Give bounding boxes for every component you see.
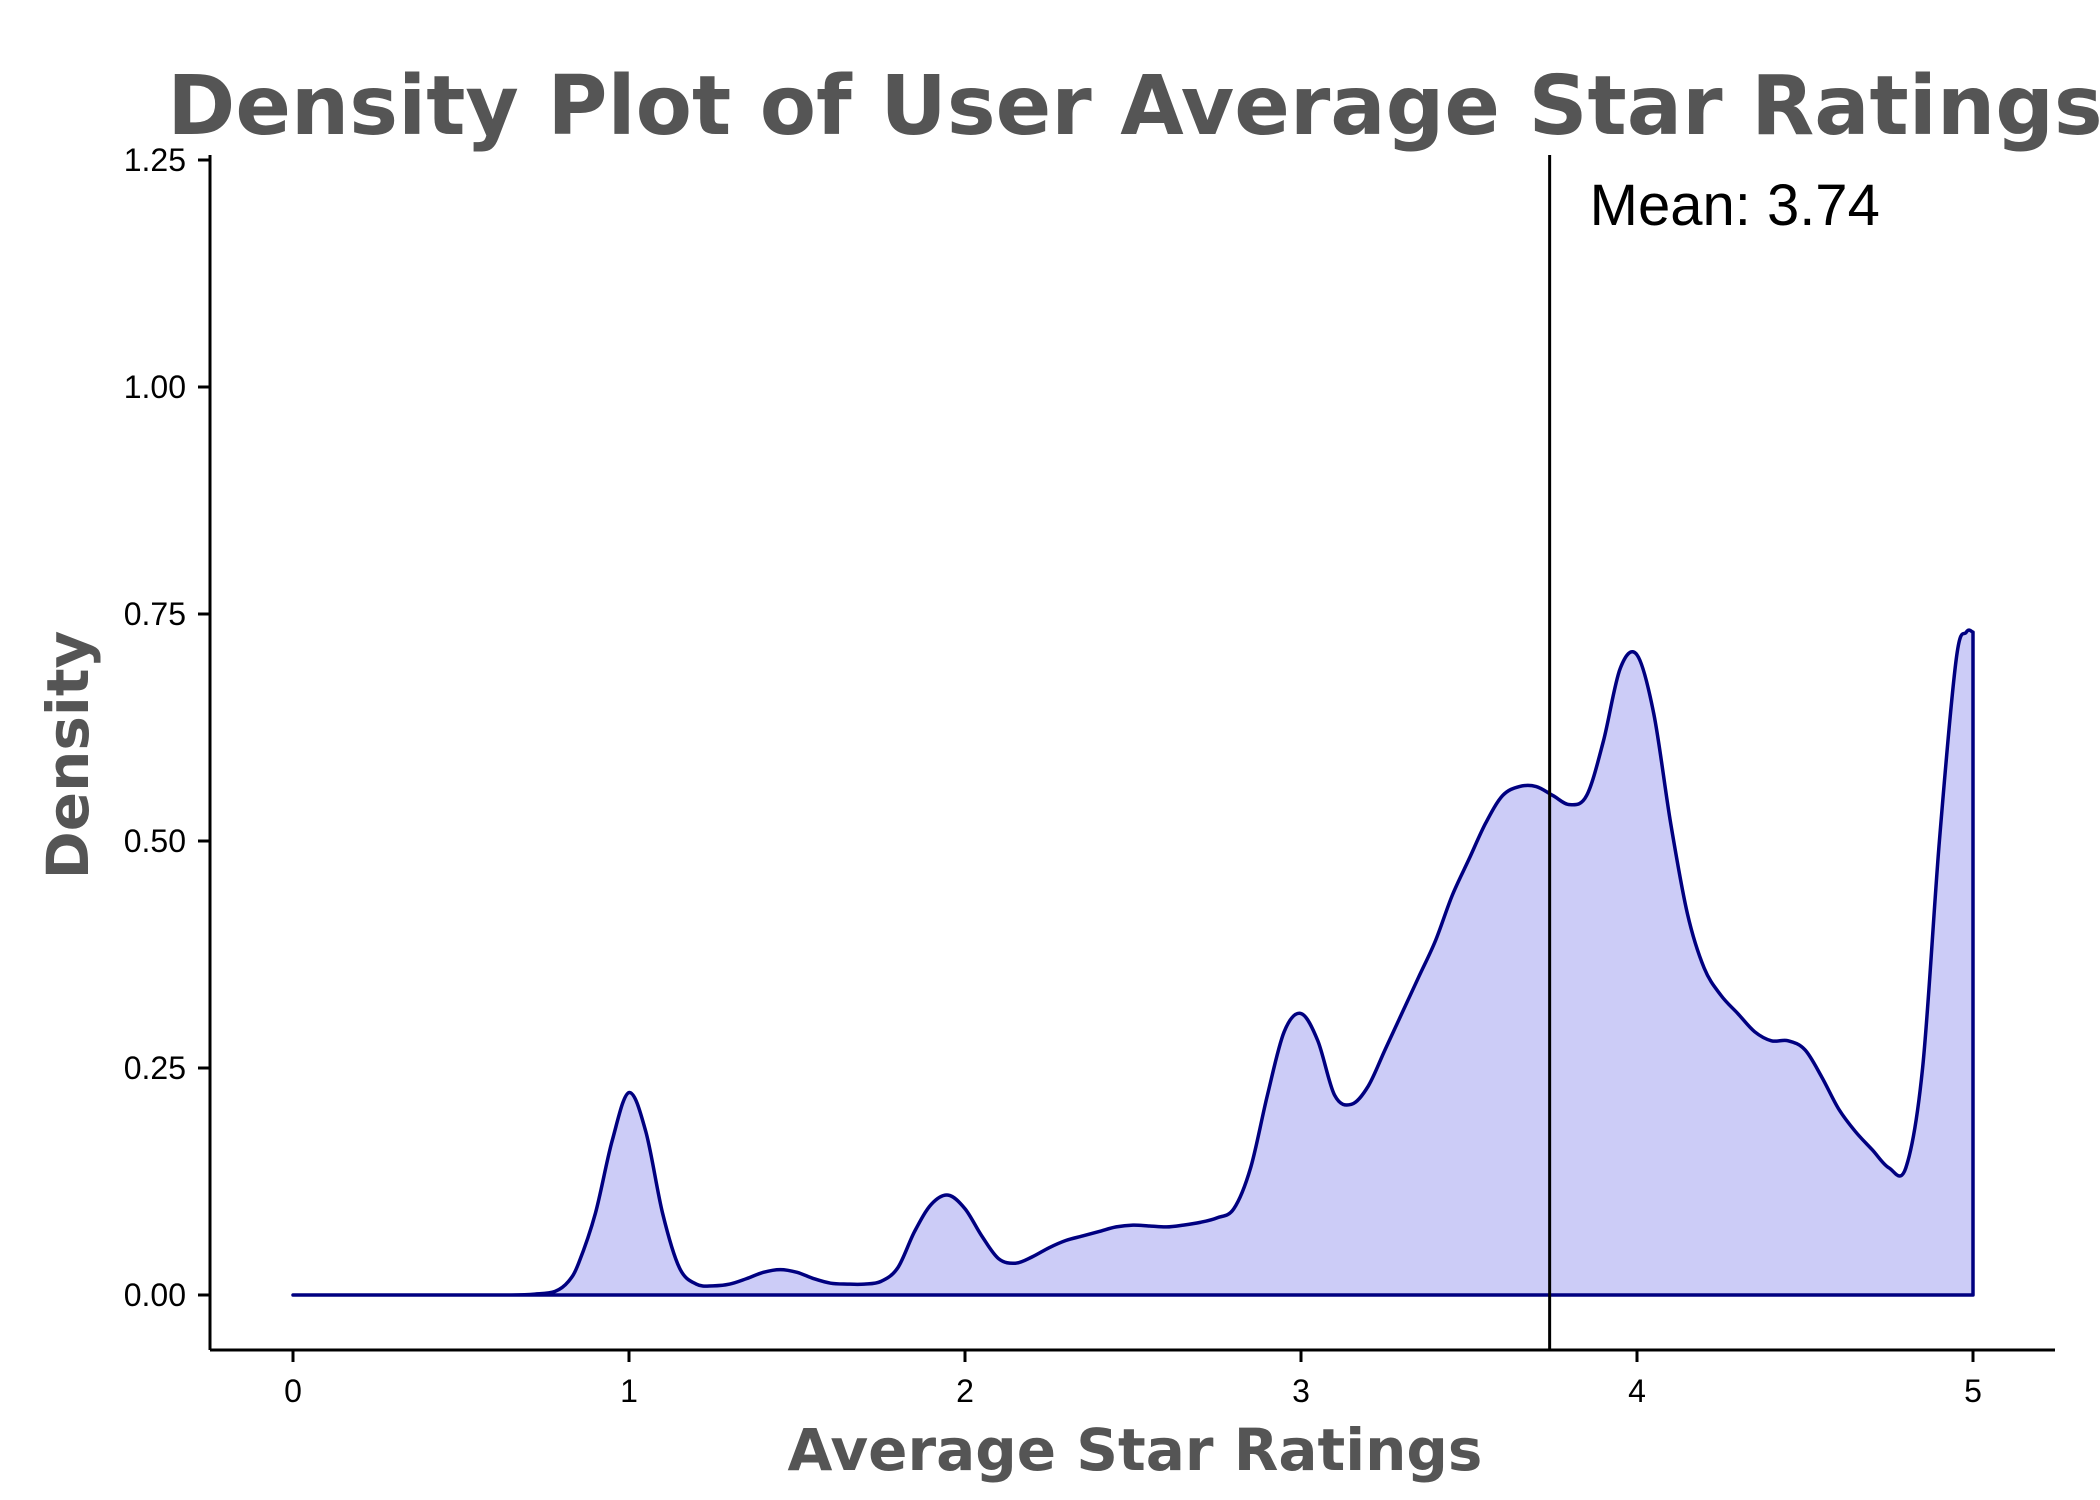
y-axis-label: Density (34, 631, 102, 880)
x-tick-label: 3 (1292, 1373, 1310, 1409)
y-tick-label: 0.75 (124, 596, 186, 632)
x-tick-label: 4 (1628, 1373, 1646, 1409)
y-tick-label: 0.25 (124, 1050, 186, 1086)
x-tick-label: 0 (284, 1373, 302, 1409)
y-tick-label: 1.25 (124, 142, 186, 178)
x-axis-label: Average Star Ratings (788, 1416, 1483, 1484)
mean-label: Mean: 3.74 (1590, 173, 1880, 238)
y-tick-label: 0.00 (124, 1277, 186, 1313)
chart-title: Density Plot of User Average Star Rating… (167, 59, 2100, 154)
y-tick-label: 0.50 (124, 823, 186, 859)
density-area-0 (291, 628, 1975, 1297)
y-tick-label: 1.00 (124, 369, 186, 405)
x-tick-label: 2 (956, 1373, 974, 1409)
plot-area: 0 1 2 3 4 5 0.00 0.25 0.50 0.75 1.00 1.25 Mean: 3.74 (124, 142, 2055, 1409)
x-tick-label: 1 (620, 1373, 638, 1409)
x-tick-label: 5 (1964, 1373, 1982, 1409)
